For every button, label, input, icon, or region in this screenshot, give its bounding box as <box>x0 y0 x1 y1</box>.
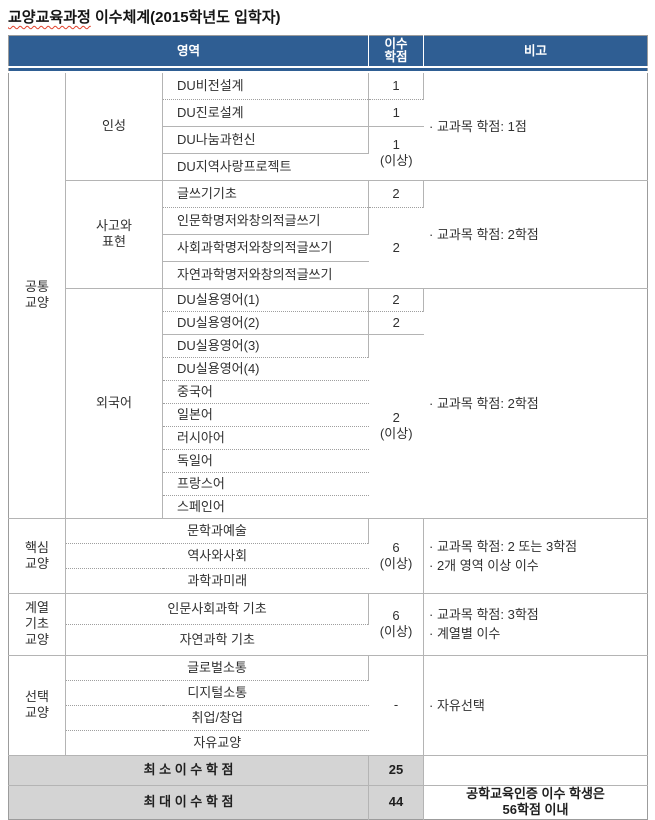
credit-cell: 2 <box>368 179 425 207</box>
table-row: 사고와 표현 글쓰기기초 2 · 교과목 학점: 2학점 <box>9 179 648 288</box>
course-cell: 프랑스어 <box>162 471 369 495</box>
header-area: 영역 <box>8 35 370 68</box>
group-cell: 계열 기초 교양 <box>8 592 66 655</box>
table-row: DU진로설계 1 <box>9 98 648 126</box>
summary-value: 44 <box>368 784 425 819</box>
course-cell: DU진로설계 <box>162 98 370 126</box>
table-row: 프랑스어 <box>9 471 648 495</box>
course-cell: 중국어 <box>162 379 369 403</box>
subgroup-cell: 인성 <box>65 71 163 180</box>
summary-label: 최 소 이 수 학 점 <box>8 754 370 785</box>
course-cell: 독일어 <box>162 448 369 472</box>
course-cell: DU실용영어(1) <box>162 287 370 311</box>
course-cell: 사회과학명저와창의적글쓰기 <box>162 233 369 261</box>
table-row: 외국어 DU실용영어(1) 2 · 교과목 학점: 2학점 <box>9 287 648 518</box>
course-cell: 자유교양 <box>65 729 369 755</box>
table-row: 계열 기초 교양 인문사회과학 기초 6 (이상) · 교과목 학점: 3학점 · 계… <box>8 592 648 655</box>
table-row: 디지털소통 <box>9 679 648 705</box>
course-cell: DU실용영어(3) <box>162 333 370 357</box>
course-cell: 인문사회과학 기초 <box>65 592 370 624</box>
header-note: 비고 <box>423 35 648 68</box>
credit-cell: 2 <box>368 287 425 311</box>
course-cell: 역사와사회 <box>65 542 369 568</box>
table-row: DU실용영어(2) 2 <box>9 310 648 334</box>
credit-cell: - <box>368 654 425 755</box>
header-credits: 이수 학점 <box>368 35 425 68</box>
table-row: 스페인어 <box>9 494 648 518</box>
summary-label: 최 대 이 수 학 점 <box>8 784 370 819</box>
credit-cell: 1 (이상) <box>368 125 424 180</box>
remark-cell: · 교과목 학점: 2학점 <box>423 179 648 288</box>
credit-cell: 2 <box>368 206 424 288</box>
credit-cell: 2 <box>368 310 424 334</box>
remark-cell: · 교과목 학점: 1점 <box>423 71 648 180</box>
table-header-row: 영역 이수 학점 비고 <box>8 35 648 68</box>
table-row: 독일어 <box>9 448 648 472</box>
course-cell: DU실용영어(2) <box>162 310 370 334</box>
course-cell: 러시아어 <box>162 425 369 449</box>
course-cell: 취업/창업 <box>65 704 369 730</box>
course-cell: DU지역사랑프로젝트 <box>162 152 369 180</box>
table-row: 자연과학 기초 <box>9 623 648 655</box>
group-cell: 핵심 교양 <box>8 517 66 593</box>
course-cell: 일본어 <box>162 402 369 426</box>
title-spellchecked-word: 교양교육과정 <box>8 9 91 26</box>
summary-value: 25 <box>368 754 425 785</box>
table-row: 사회과학명저와창의적글쓰기 <box>9 233 648 261</box>
summary-row: 최 대 이 수 학 점 44 공학교육인증 이수 학생은 56학점 이내 <box>8 784 648 819</box>
course-cell: 글쓰기기초 <box>162 179 370 207</box>
table-row: DU실용영어(3) 2 (이상) <box>9 333 648 518</box>
table-row: 일본어 <box>9 402 648 426</box>
remark-cell: · 교과목 학점: 2 또는 3학점 · 2개 영역 이상 이수 <box>423 517 648 593</box>
credit-cell: 6 (이상) <box>368 592 425 655</box>
course-cell: DU나눔과헌신 <box>162 125 370 153</box>
page-title: 교양교육과정 이수체계(2015학년도 입학자) <box>8 6 648 27</box>
table-row: 자연과학명저와창의적글쓰기 <box>9 260 648 288</box>
course-cell: 스페인어 <box>162 494 369 518</box>
table-row: 역사와사회 <box>9 542 648 568</box>
course-cell: DU비전설계 <box>162 71 370 99</box>
table-row: 공통 교양 인성 DU비전설계 1 · 교과목 학점: 1점 <box>8 71 648 518</box>
subgroup-cell: 사고와 표현 <box>65 179 163 288</box>
table-row: 인문학명저와창의적글쓰기 2 <box>9 206 648 288</box>
summary-note: 공학교육인증 이수 학생은 56학점 이내 <box>423 784 648 819</box>
remark-cell: · 교과목 학점: 2학점 <box>423 287 648 518</box>
credit-cell: 6 (이상) <box>368 517 425 593</box>
course-cell: DU실용영어(4) <box>162 356 369 380</box>
course-cell: 디지털소통 <box>65 679 369 705</box>
table-row: 자유교양 <box>9 729 648 755</box>
subgroup-cell: 외국어 <box>65 287 163 518</box>
table-row: 과학과미래 <box>9 567 648 593</box>
table-row: 취업/창업 <box>9 704 648 730</box>
title-rest: 이수체계(2015학년도 입학자) <box>90 9 281 26</box>
course-cell: 과학과미래 <box>65 567 369 593</box>
credit-cell: 1 <box>368 98 424 126</box>
group-cell: 선택 교양 <box>8 654 66 755</box>
table-row: DU나눔과헌신 1 (이상) <box>9 125 648 180</box>
course-cell: 자연과학명저와창의적글쓰기 <box>162 260 369 288</box>
credit-cell: 2 (이상) <box>368 333 424 518</box>
table-row: 러시아어 <box>9 425 648 449</box>
summary-note <box>423 754 648 785</box>
remark-cell: · 교과목 학점: 3학점 · 계열별 이수 <box>423 592 648 655</box>
table-row: 중국어 <box>9 379 648 403</box>
course-cell: 문학과예술 <box>65 517 370 543</box>
table-row: DU실용영어(4) <box>9 356 648 380</box>
group-cell: 공통 교양 <box>8 71 66 518</box>
course-cell: 인문학명저와창의적글쓰기 <box>162 206 370 234</box>
table-row: 핵심 교양 문학과예술 6 (이상) · 교과목 학점: 2 또는 3학점 · 2개 … <box>8 517 648 593</box>
table-row: 선택 교양 글로벌소통 - · 자유선택 <box>8 654 648 755</box>
remark-cell: · 자유선택 <box>423 654 648 755</box>
course-cell: 자연과학 기초 <box>65 623 369 655</box>
course-cell: 글로벌소통 <box>65 654 370 680</box>
table-row: DU지역사랑프로젝트 <box>9 152 648 180</box>
header-accent-line <box>8 67 648 72</box>
credit-cell: 1 <box>368 71 425 99</box>
curriculum-table: 영역 이수 학점 비고 공통 교양 인성 DU비전설계 1 · 교과목 학점: 1점 DU… <box>8 35 648 820</box>
summary-row: 최 소 이 수 학 점 25 <box>8 754 648 785</box>
